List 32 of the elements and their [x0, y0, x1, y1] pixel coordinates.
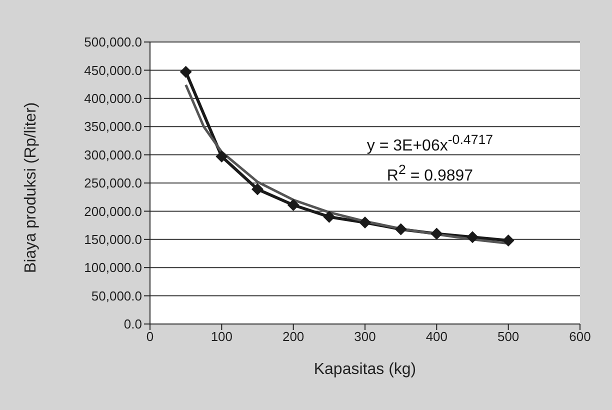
y-tick-label: 200,000.0 [84, 204, 142, 219]
x-tick-label: 100 [210, 329, 233, 344]
annotation: R$^{2}$ = 0.9897 [386, 161, 474, 187]
y-tick-label: 300,000.0 [84, 147, 142, 162]
y-tick-label: 250,000.0 [84, 176, 142, 191]
x-tick-label: 600 [569, 329, 591, 344]
y-tick-label: 50,000.0 [91, 288, 142, 304]
x-tick-label: 300 [354, 329, 376, 344]
point [502, 234, 514, 247]
x-tick-label: 0 [146, 329, 154, 344]
point [359, 216, 371, 228]
point [430, 228, 443, 240]
y-tick-label: 450,000.0 [84, 62, 142, 78]
point [394, 223, 407, 236]
x-tick-label: 500 [497, 329, 520, 344]
point [180, 66, 192, 78]
y-tick-label: 150,000.0 [84, 232, 142, 248]
x-axis-title: Kapasitas (kg) [314, 361, 416, 378]
x-tick-label: 400 [426, 329, 448, 344]
point [323, 210, 336, 223]
y-axis-title: Biaya produksi (Rp/liter) [22, 102, 40, 273]
point [252, 183, 264, 196]
y-tick-label: 350,000.0 [84, 119, 142, 134]
point [287, 198, 300, 211]
y-tick-label: 0.0 [124, 316, 142, 332]
y-tick-label: 400,000.0 [84, 91, 142, 106]
y-tick-label: 100,000.0 [84, 260, 142, 276]
y-tick-label: 500,000.0 [84, 34, 142, 50]
annotation: y = 3E+06x$^{-0.4717}$ [366, 131, 494, 156]
point [466, 231, 478, 244]
x-tick-label: 200 [282, 329, 304, 344]
point [216, 150, 228, 162]
